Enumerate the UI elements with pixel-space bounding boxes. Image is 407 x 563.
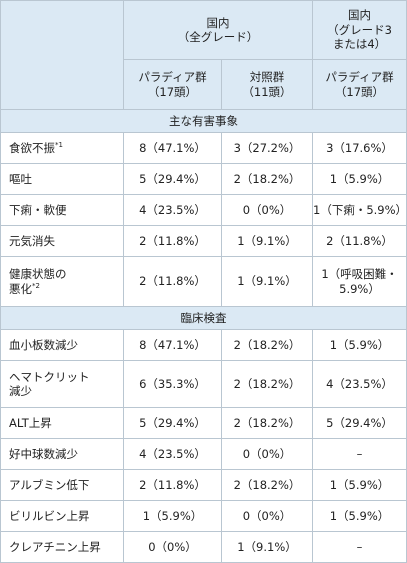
- row-label-line: 悪化*2: [9, 282, 123, 296]
- value-cell: 5（29.4%）: [123, 163, 222, 195]
- table-row: 好中球数減少 4（23.5%） 0（0%） –: [0, 438, 407, 470]
- table-row: 血小板数減少 8（47.1%） 2（18.2%） 1（5.9%）: [0, 329, 407, 361]
- footnote-marker: *1: [55, 140, 63, 149]
- row-label: 元気消失: [0, 225, 124, 257]
- value-cell: 0（0%）: [221, 438, 313, 470]
- header-col-palladia-grade34: パラディア群 （17頭）: [312, 59, 407, 110]
- row-label-text: 悪化: [9, 281, 32, 296]
- table-row: 嘔吐 5（29.4%） 2（18.2%） 1（5.9%）: [0, 163, 407, 195]
- header-row-1: 国内 （全グレード） 国内 （グレード3 または4）: [0, 0, 407, 110]
- row-label: ヘマトクリット 減少: [0, 360, 124, 408]
- value-cell: 1（9.1%）: [221, 225, 313, 257]
- value-cell: 1（呼吸困難・ 5.9%）: [312, 256, 407, 307]
- value-cell: –: [312, 531, 407, 563]
- value-cell: 0（0%）: [221, 194, 313, 226]
- value-cell: 1（5.9%）: [312, 329, 407, 361]
- value-cell: 1（5.9%）: [312, 469, 407, 501]
- value-cell: 2（11.8%）: [123, 469, 222, 501]
- value-cell: 2（11.8%）: [123, 256, 222, 307]
- value-cell: 1（9.1%）: [221, 256, 313, 307]
- value-cell: 2（18.2%）: [221, 407, 313, 439]
- value-cell: 4（23.5%）: [123, 438, 222, 470]
- section-title: 臨床検査: [0, 306, 407, 330]
- value-cell: 4（23.5%）: [312, 360, 407, 408]
- value-cell: 8（47.1%）: [123, 132, 222, 164]
- section-header-row: 主な有害事象: [0, 109, 407, 133]
- row-label: 下痢・軟便: [0, 194, 124, 226]
- value-cell: –: [312, 438, 407, 470]
- section-title: 主な有害事象: [0, 109, 407, 133]
- row-label-line: ヘマトクリット: [9, 369, 90, 384]
- header-group-domestic-all: 国内 （全グレード）: [123, 0, 313, 60]
- table-row: アルブミン低下 2（11.8%） 2（18.2%） 1（5.9%）: [0, 469, 407, 501]
- header-col-line: （11頭）: [242, 84, 292, 99]
- value-cell: 5（29.4%）: [123, 407, 222, 439]
- value-cell: 2（18.2%）: [221, 329, 313, 361]
- value-cell: 0（0%）: [221, 500, 313, 532]
- header-col-palladia: パラディア群 （17頭）: [123, 59, 222, 110]
- header-group-line: または4）: [332, 37, 387, 52]
- value-cell: 2（11.8%）: [312, 225, 407, 257]
- header-col-line: パラディア群: [325, 70, 394, 85]
- table-row: 食欲不振*1 8（47.1%） 3（27.2%） 3（17.6%）: [0, 132, 407, 164]
- value-line: 1（呼吸困難・: [321, 267, 398, 282]
- value-cell: 1（5.9%）: [312, 163, 407, 195]
- row-label: ALT上昇: [0, 407, 124, 439]
- value-cell: 2（18.2%）: [221, 469, 313, 501]
- value-cell: 8（47.1%）: [123, 329, 222, 361]
- row-label: 好中球数減少: [0, 438, 124, 470]
- header-col-line: （17頭）: [147, 84, 198, 99]
- table-row: ALT上昇 5（29.4%） 2（18.2%） 5（29.4%）: [0, 407, 407, 439]
- footnote-marker: *2: [32, 281, 40, 290]
- header-corner: [0, 0, 124, 110]
- value-cell: 1（9.1%）: [221, 531, 313, 563]
- table-row: 元気消失 2（11.8%） 1（9.1%） 2（11.8%）: [0, 225, 407, 257]
- value-cell: 0（0%）: [123, 531, 222, 563]
- row-label: アルブミン低下: [0, 469, 124, 501]
- table-row: クレアチニン上昇 0（0%） 1（9.1%） –: [0, 531, 407, 563]
- table-row: 下痢・軟便 4（23.5%） 0（0%） 1（下痢・5.9%）: [0, 194, 407, 226]
- table-row: 健康状態の 悪化*2 2（11.8%） 1（9.1%） 1（呼吸困難・ 5.9%…: [0, 256, 407, 307]
- row-label: 嘔吐: [0, 163, 124, 195]
- value-cell: 2（18.2%）: [221, 360, 313, 408]
- header-group-line: 国内: [348, 8, 371, 23]
- header-col-line: （17頭）: [334, 84, 385, 99]
- header-row-2: パラディア群 （17頭） 対照群 （11頭） パラディア群 （17頭）: [1, 59, 407, 110]
- row-label: 健康状態の 悪化*2: [0, 256, 124, 307]
- row-label-text: 食欲不振: [9, 140, 55, 155]
- value-cell: 3（17.6%）: [312, 132, 407, 164]
- header-group-domestic-grade34: 国内 （グレード3 または4）: [312, 0, 407, 60]
- value-cell: 2（11.8%）: [123, 225, 222, 257]
- row-label: 血小板数減少: [0, 329, 124, 361]
- header-group-line: （グレード3: [327, 22, 392, 37]
- value-cell: 1（5.9%）: [123, 500, 222, 532]
- header-col-line: 対照群: [249, 70, 285, 85]
- value-cell: 5（29.4%）: [312, 407, 407, 439]
- header-col-control: 対照群 （11頭）: [221, 59, 313, 110]
- value-line: 5.9%）: [339, 281, 380, 296]
- row-label: クレアチニン上昇: [0, 531, 124, 563]
- value-cell: 3（27.2%）: [221, 132, 313, 164]
- table-row: ビリルビン上昇 1（5.9%） 0（0%） 1（5.9%）: [0, 500, 407, 532]
- row-label-line: 健康状態の: [9, 267, 67, 282]
- header-col-line: パラディア群: [138, 70, 207, 85]
- header-group-line: （全グレード）: [177, 30, 259, 44]
- value-cell: 1（下痢・5.9%）: [312, 194, 407, 226]
- section-header-row: 臨床検査: [0, 306, 407, 330]
- row-label-line: 減少: [9, 384, 32, 398]
- value-cell: 2（18.2%）: [221, 163, 313, 195]
- header-group-line: 国内: [206, 15, 230, 30]
- row-label: 食欲不振*1: [0, 132, 124, 164]
- value-cell: 6（35.3%）: [123, 360, 222, 408]
- value-cell: 4（23.5%）: [123, 194, 222, 226]
- value-cell: 1（5.9%）: [312, 500, 407, 532]
- table-row: ヘマトクリット 減少 6（35.3%） 2（18.2%） 4（23.5%）: [0, 360, 407, 408]
- row-label: ビリルビン上昇: [0, 500, 124, 532]
